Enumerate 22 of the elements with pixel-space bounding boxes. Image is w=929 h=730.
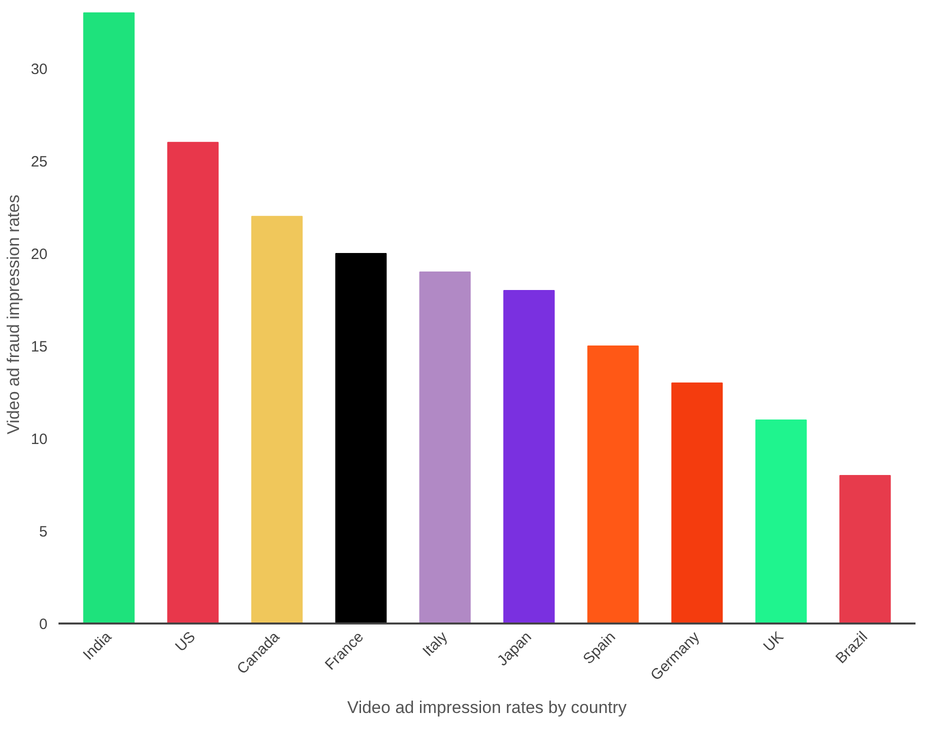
bar [839,474,891,624]
y-tick-label: 15 [30,338,48,356]
y-tick-label: 20 [30,246,48,263]
bar [671,382,723,624]
bar [587,345,639,624]
bar [251,216,303,624]
bar [755,419,807,624]
y-tick-label: 5 [39,523,48,540]
x-tick-label: US [172,628,199,656]
y-tick-label: 10 [30,430,48,448]
y-tick-label: 25 [30,153,48,170]
bar [419,271,471,624]
y-tick-label: 0 [39,616,48,633]
bar [335,252,387,624]
bar [503,290,555,624]
y-tick-label: 30 [30,60,48,78]
bar [167,142,219,624]
bar [83,12,135,624]
y-axis-title: Video ad fraud impression rates [4,194,23,434]
x-tick-label: Italy [420,628,452,660]
x-tick-label: UK [760,628,788,656]
x-axis-title: Video ad impression rates by country [347,698,628,718]
